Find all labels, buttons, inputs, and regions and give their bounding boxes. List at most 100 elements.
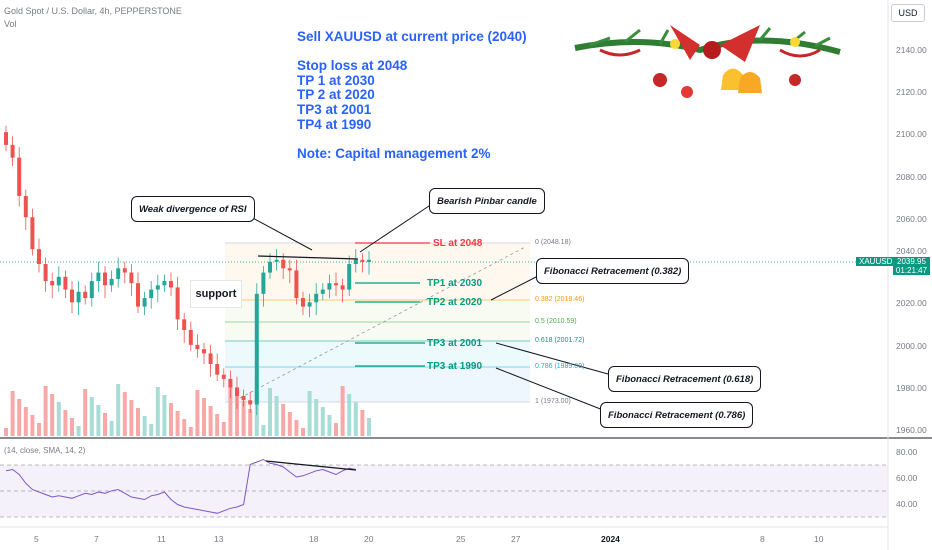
candle-body[interactable] <box>56 276 61 286</box>
candle-body[interactable] <box>149 289 154 299</box>
volume-bar <box>30 415 35 436</box>
volume-bar <box>235 393 239 436</box>
trade-note[interactable]: Sell XAUUSD at current price (2040) Stop… <box>297 29 527 161</box>
candle-body[interactable] <box>254 293 259 405</box>
candle-body[interactable] <box>301 298 305 307</box>
candle-body[interactable] <box>109 278 114 286</box>
candle-body[interactable] <box>155 285 160 290</box>
candle-body[interactable] <box>136 283 140 307</box>
candle-body[interactable] <box>367 259 371 262</box>
volume-bar <box>155 387 160 436</box>
note-line: TP 2 at 2020 <box>297 87 375 103</box>
candle-body[interactable] <box>103 272 107 286</box>
callout-pointer-fib786 <box>495 367 604 411</box>
time-tick: 27 <box>511 534 521 544</box>
volume-bar <box>327 415 332 436</box>
volume-bar <box>195 390 200 436</box>
candle-body[interactable] <box>221 374 226 379</box>
candle-body[interactable] <box>307 302 312 307</box>
candle-body[interactable] <box>83 291 88 299</box>
rsi-title[interactable]: (14, close, SMA, 14, 2) <box>4 446 86 455</box>
candle-body[interactable] <box>142 298 147 307</box>
callout-pointer-pinbar <box>359 203 433 253</box>
rsi-tick: 40.00 <box>896 499 918 509</box>
candle-body[interactable] <box>76 291 81 303</box>
callout-fib-618[interactable]: Fibonacci Retracement (0.618) <box>608 366 762 392</box>
candle-body[interactable] <box>23 195 28 218</box>
candle-body[interactable] <box>129 272 134 284</box>
volume-bar <box>268 388 272 436</box>
candle-body[interactable] <box>116 268 121 279</box>
time-tick: 7 <box>94 534 99 544</box>
candle-body[interactable] <box>169 281 173 288</box>
candle-body[interactable] <box>195 344 200 350</box>
support-label[interactable]: support <box>190 280 242 308</box>
candle-body[interactable] <box>215 364 220 375</box>
volume-bar <box>17 399 22 436</box>
note-line: TP4 at 1990 <box>297 116 372 132</box>
candle-body[interactable] <box>287 268 292 271</box>
price-tick: 2000.00 <box>896 341 927 351</box>
resistance-line[interactable] <box>257 255 359 260</box>
callout-rsi-divergence[interactable]: Weak divergence of RSI <box>131 196 255 222</box>
candle-body[interactable] <box>208 353 213 365</box>
candle-body[interactable] <box>70 289 74 303</box>
candle-body[interactable] <box>63 276 68 290</box>
candle-body[interactable] <box>334 283 338 286</box>
volume-bar <box>129 400 134 436</box>
callout-fib-382[interactable]: Fibonacci Retracement (0.382) <box>536 258 690 284</box>
candle-body[interactable] <box>17 157 22 196</box>
rsi-line[interactable] <box>5 458 356 514</box>
candle-body[interactable] <box>314 293 319 303</box>
rsi-divergence-line[interactable] <box>265 460 357 471</box>
candle-body[interactable] <box>235 387 239 396</box>
note-line: TP3 at 2001 <box>297 101 372 117</box>
volume-bar <box>142 416 147 436</box>
candle-body[interactable] <box>89 281 94 299</box>
tp3-label: TP3 at 2001 <box>427 338 483 349</box>
candle-body[interactable] <box>261 272 266 294</box>
candle-body[interactable] <box>268 261 272 273</box>
volume-bar <box>221 422 226 436</box>
candle-body[interactable] <box>353 259 358 265</box>
candle-body[interactable] <box>248 400 253 405</box>
candle-body[interactable] <box>43 264 48 282</box>
candle-body[interactable] <box>360 259 365 262</box>
candle-body[interactable] <box>4 132 8 145</box>
candlesticks[interactable] <box>4 125 371 416</box>
candle-body[interactable] <box>347 264 352 290</box>
candle-body[interactable] <box>10 144 15 158</box>
candle-body[interactable] <box>228 378 233 388</box>
symbol-title[interactable]: Gold Spot / U.S. Dollar, 4h, PEPPERSTONE <box>4 6 182 16</box>
candle-body[interactable] <box>30 217 35 250</box>
candle-body[interactable] <box>37 249 41 265</box>
candle-body[interactable] <box>182 319 187 330</box>
volume-bar <box>83 389 88 436</box>
symbol-price-tag: XAUUSD <box>856 257 896 266</box>
note-line: Note: Capital management 2% <box>297 145 491 161</box>
candle-body[interactable] <box>50 281 55 286</box>
candle-body[interactable] <box>202 349 206 354</box>
candle-body[interactable] <box>274 259 279 262</box>
candle-body[interactable] <box>340 285 345 290</box>
candle-body[interactable] <box>281 259 286 269</box>
volume-bar <box>136 408 140 436</box>
candle-body[interactable] <box>175 287 180 320</box>
callout-fib-786[interactable]: Fibonacci Retracement (0.786) <box>600 402 754 428</box>
candle-body[interactable] <box>241 395 246 401</box>
candle-body[interactable] <box>320 289 325 294</box>
candle-body[interactable] <box>188 330 193 345</box>
candle-body[interactable] <box>327 283 332 290</box>
volume-bar <box>37 423 41 436</box>
candle-body[interactable] <box>122 268 127 273</box>
candle-body[interactable] <box>294 270 299 299</box>
callout-bearish-pinbar[interactable]: Bearish Pinbar candle <box>429 188 545 214</box>
price-tick: 2080.00 <box>896 172 927 182</box>
currency-button[interactable]: USD <box>891 4 925 22</box>
bar-countdown: 01:21:47 <box>895 266 928 275</box>
volume-bar <box>63 410 68 436</box>
candle-body[interactable] <box>162 281 167 286</box>
candle-body[interactable] <box>96 272 101 282</box>
volume-bar <box>89 397 94 436</box>
